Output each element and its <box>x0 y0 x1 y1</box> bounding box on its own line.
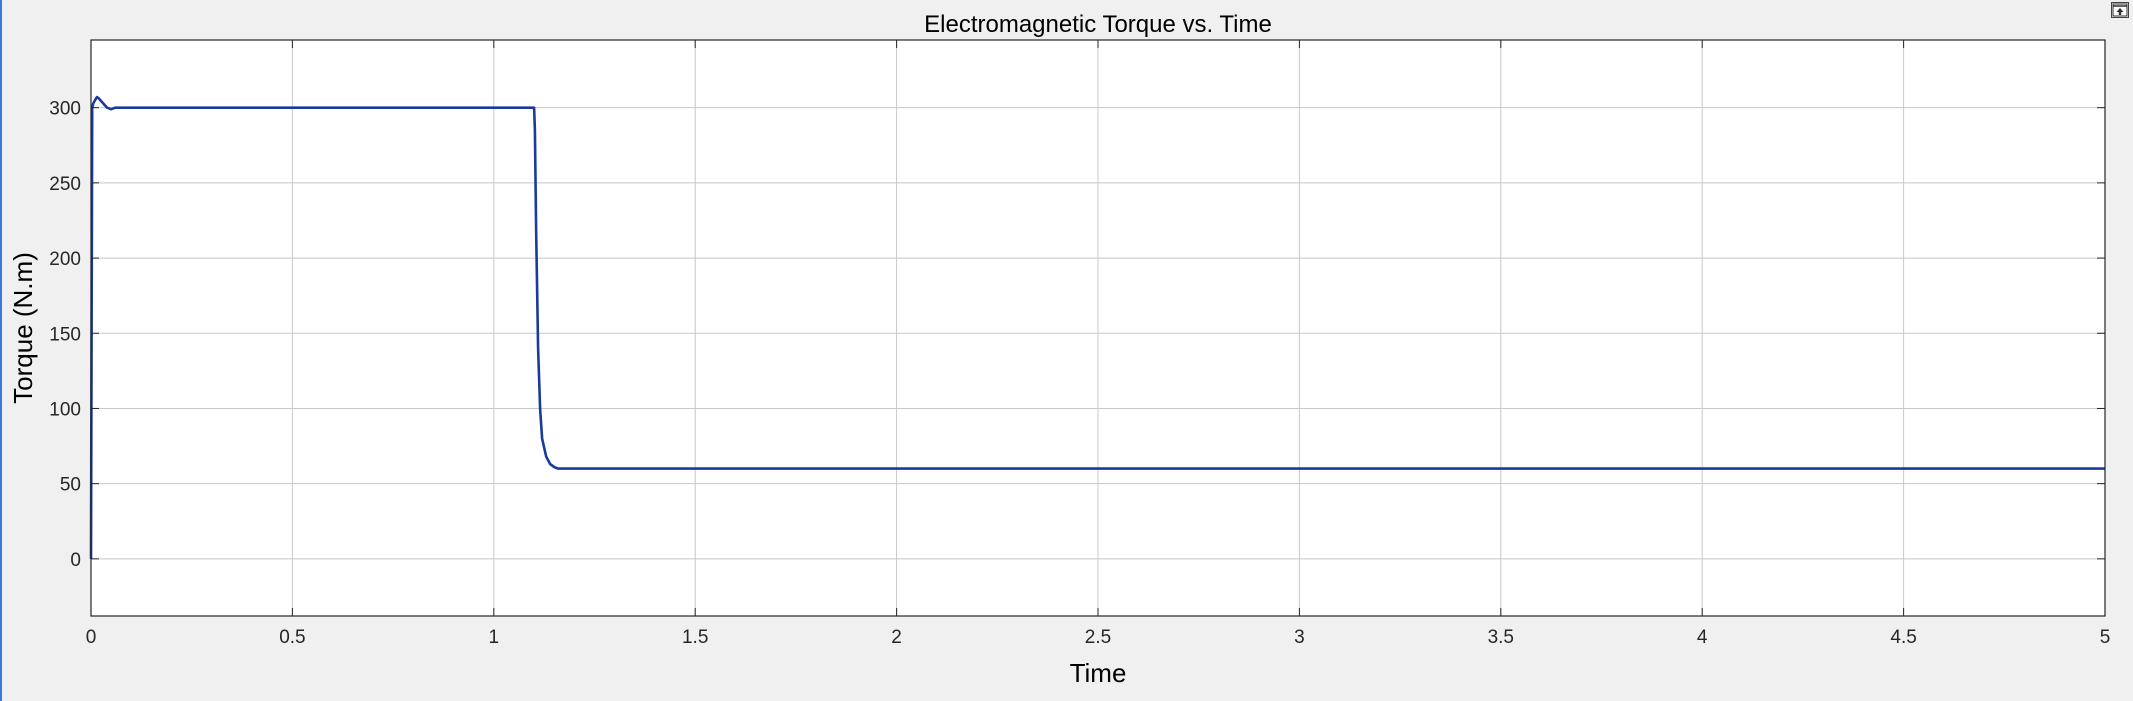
x-tick-label: 1.5 <box>682 627 708 648</box>
x-tick-label: 0 <box>86 627 97 648</box>
x-tick-label: 0.5 <box>279 627 305 648</box>
x-axis-label: Time <box>1070 658 1127 688</box>
x-tick-label: 5 <box>2100 627 2111 648</box>
undock-button[interactable] <box>2111 2 2129 18</box>
torque-series-line <box>89 95 2105 559</box>
y-tick-label: 300 <box>49 99 81 120</box>
x-tick-label: 4 <box>1697 627 1708 648</box>
y-axis-label: Torque (N.m) <box>8 252 38 404</box>
undock-icon <box>2112 3 2128 17</box>
y-tick-label: 100 <box>49 399 81 420</box>
y-tick-label: 50 <box>60 475 81 496</box>
x-tick-label: 1 <box>489 627 500 648</box>
y-tick-label: 0 <box>70 550 81 571</box>
x-tick-label: 2 <box>891 627 902 648</box>
x-tick-label: 2.5 <box>1085 627 1111 648</box>
y-tick-label: 150 <box>49 324 81 345</box>
y-tick-label: 250 <box>49 174 81 195</box>
chart-title: Electromagnetic Torque vs. Time <box>924 11 1272 38</box>
series-layer <box>89 95 2105 559</box>
x-tick-label: 3 <box>1294 627 1305 648</box>
x-tick-label: 4.5 <box>1890 627 1916 648</box>
x-tick-label: 3.5 <box>1488 627 1514 648</box>
y-tick-label: 200 <box>49 249 81 270</box>
